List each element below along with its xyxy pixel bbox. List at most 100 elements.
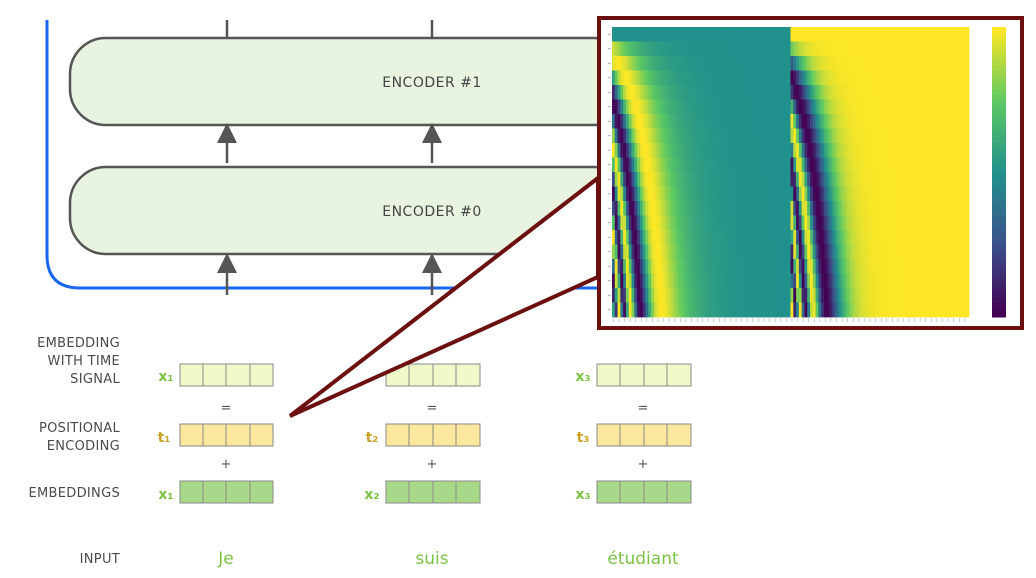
heatmap-cell [745, 157, 750, 173]
heatmap-cell [762, 99, 766, 115]
heatmap-cell [782, 128, 786, 144]
heatmap-cell [955, 302, 959, 318]
heatmap-cell [918, 128, 922, 144]
heatmap-cell [804, 70, 808, 86]
heatmap-cell [960, 157, 964, 173]
heatmap-cell [637, 273, 641, 289]
heatmap-cell [726, 157, 730, 173]
heatmap-cell [642, 99, 646, 115]
heatmap-cell [921, 259, 925, 274]
heatmap-cell [673, 259, 677, 274]
heatmap-cell [664, 273, 669, 289]
heatmap-cell [871, 56, 875, 71]
heatmap-cell [918, 114, 922, 129]
heatmap-cell [612, 70, 616, 86]
heatmap-cell [812, 273, 816, 289]
heatmap-cell [821, 259, 825, 274]
heatmap-cell [843, 128, 847, 144]
column-etudiant: x₃ = t₃ + x₃ étudiant [575, 363, 692, 569]
heatmap-cell [701, 201, 705, 216]
colorbar-segment [992, 201, 1006, 207]
heatmap-cell [949, 172, 953, 187]
heatmap-cell [826, 273, 830, 289]
heatmap-cell [779, 143, 783, 158]
heatmap-cell [865, 215, 869, 231]
heatmap-cell [949, 201, 953, 216]
heatmap-cell [843, 230, 847, 245]
heatmap-cell [960, 143, 964, 158]
heatmap-cell [851, 99, 856, 115]
heatmap-cell [874, 85, 878, 100]
heatmap-cell [860, 215, 864, 231]
heatmap-cell [773, 143, 777, 158]
heatmap-cell [829, 85, 833, 100]
heatmap-cell [921, 201, 925, 216]
heatmap-cell [843, 27, 847, 42]
heatmap-cell [823, 143, 828, 158]
heatmap-cell [882, 288, 886, 303]
heatmap-cell [620, 186, 624, 202]
heatmap-cell [846, 27, 850, 42]
heatmap-cell [704, 288, 708, 303]
heatmap-cell [637, 288, 641, 303]
heatmap-cell [659, 230, 663, 245]
heatmap-cell [782, 114, 786, 129]
heatmap-cell [835, 157, 839, 173]
heatmap-cell [882, 41, 886, 57]
heatmap-cell [625, 244, 630, 260]
heatmap-cell [904, 128, 909, 144]
heatmap-cell [670, 99, 674, 115]
heatmap-cell [614, 273, 618, 289]
heatmap-cell [924, 41, 928, 57]
heatmap-cell [754, 70, 758, 86]
heatmap-cell [921, 114, 925, 129]
heatmap-cell [876, 215, 881, 231]
heatmap-cell [653, 186, 658, 202]
heatmap-cell [687, 41, 691, 57]
heatmap-cell [631, 99, 635, 115]
heatmap-cell [865, 157, 869, 173]
heatmap-cell [865, 128, 869, 144]
heatmap-cell [768, 56, 772, 71]
heatmap-cell [938, 201, 942, 216]
heatmap-cell [946, 56, 950, 71]
heatmap-cell [617, 143, 621, 158]
heatmap-cell [765, 128, 769, 144]
heatmap-cell [849, 143, 853, 158]
heatmap-cell [765, 259, 769, 274]
heatmap-cell [684, 41, 688, 57]
heatmap-cell [810, 114, 814, 129]
heatmap-cell [648, 27, 652, 42]
heatmap-cell [673, 273, 677, 289]
heatmap-cell [843, 201, 847, 216]
heatmap-cell [717, 114, 722, 129]
heatmap-cell [890, 201, 895, 216]
heatmap-cell [723, 244, 727, 260]
heatmap-cell [893, 41, 897, 57]
heatmap-cell [637, 41, 641, 57]
heatmap-cell [653, 56, 658, 71]
heatmap-cell [801, 273, 805, 289]
heatmap-cell [815, 157, 819, 173]
heatmap-cell [709, 230, 713, 245]
heatmap-cell [625, 85, 630, 100]
heatmap-cell [664, 114, 669, 129]
heatmap-cell [871, 288, 875, 303]
heatmap-cell [865, 273, 869, 289]
heatmap-cell [645, 85, 649, 100]
heatmap-cell [726, 244, 730, 260]
heatmap-cell [849, 215, 853, 231]
heatmap-cell [801, 56, 805, 71]
heatmap-cell [927, 70, 931, 86]
heatmap-cell [770, 85, 775, 100]
heatmap-cell [773, 186, 777, 202]
heatmap-cell [829, 186, 833, 202]
heatmap-cell [826, 215, 830, 231]
heatmap-cell [659, 143, 663, 158]
heatmap-cell [612, 157, 616, 173]
heatmap-cell [918, 85, 922, 100]
heatmap-cell [656, 288, 660, 303]
heatmap-cell [653, 70, 658, 86]
heatmap-cell [784, 85, 789, 100]
heatmap-cell [712, 302, 716, 318]
